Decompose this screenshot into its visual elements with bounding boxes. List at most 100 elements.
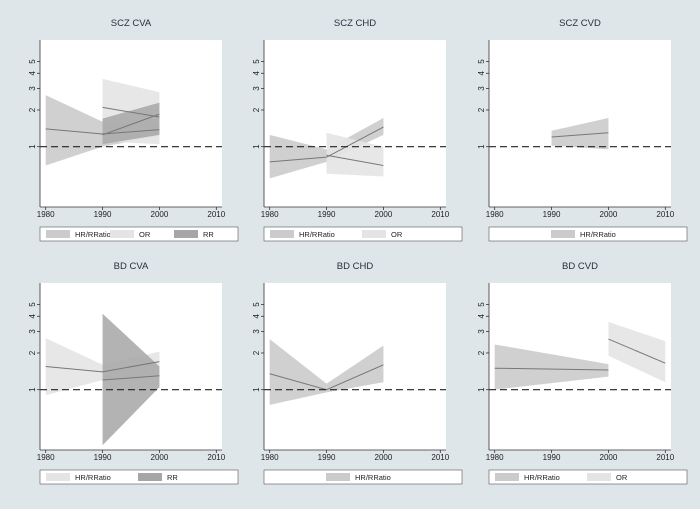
- panel-bd-cva: BD CVA 1 2 3 4 5 1980 1990 2000 2010 HR/RRatio RR: [28, 261, 239, 485]
- legend-swatch: [587, 473, 611, 481]
- panel-title: SCZ CHD: [334, 18, 376, 29]
- panel-title: BD CHD: [337, 261, 374, 272]
- x-tick-label: 2000: [600, 210, 618, 219]
- estimate-line-hrrratio: [551, 132, 609, 138]
- estimate-line-hrrratio: [269, 126, 384, 163]
- x-tick-label: 1980: [37, 210, 55, 219]
- legend-label: RR: [167, 473, 178, 482]
- y-tick-label: 5: [28, 59, 37, 64]
- ci-band-hrrratio: [269, 339, 384, 405]
- legend-label: OR: [616, 473, 628, 482]
- panel-bd-cvd: BD CVD 1 2 3 4 5 1980 1990 2000 2010 HR/RRatio OR: [477, 261, 688, 485]
- y-tick-label: 1: [28, 387, 37, 392]
- estimate-line-hrrratio: [45, 128, 160, 135]
- x-tick-label: 2000: [151, 210, 169, 219]
- legend-swatch: [362, 230, 386, 238]
- x-tick-label: 1990: [318, 210, 336, 219]
- y-tick-label: 1: [477, 387, 486, 392]
- y-tick-label: 4: [252, 314, 261, 319]
- legend-label: OR: [139, 230, 151, 239]
- y-tick-label: 3: [252, 86, 261, 91]
- x-tick-label: 2000: [375, 210, 393, 219]
- x-tick-label: 2000: [600, 453, 618, 462]
- legend-label: HR/RRatio: [299, 230, 335, 239]
- panel-title: BD CVA: [114, 261, 149, 272]
- panel-bd-chd: BD CHD 1 2 3 4 5 1980 1990 2000 2010 HR/RRatio: [252, 261, 463, 485]
- ci-band-or: [326, 132, 384, 177]
- legend: HR/RRatio OR: [263, 226, 463, 242]
- y-tick-label: 5: [252, 59, 261, 64]
- legend: HR/RRatio: [263, 469, 463, 485]
- y-tick-label: 3: [477, 86, 486, 91]
- y-tick-label: 2: [28, 107, 37, 112]
- y-tick-label: 3: [28, 86, 37, 91]
- x-tick-label: 1980: [37, 453, 55, 462]
- ci-band-hrrratio: [551, 117, 609, 150]
- estimate-line-rr: [102, 375, 160, 381]
- legend-label: HR/RRatio: [580, 230, 616, 239]
- x-tick-label: 2010: [431, 210, 449, 219]
- legend-swatch: [495, 473, 519, 481]
- legend-label: HR/RRatio: [75, 230, 111, 239]
- x-tick-label: 2010: [207, 453, 225, 462]
- legend-box: [488, 226, 688, 242]
- legend: HR/RRatio: [488, 226, 688, 242]
- legend-label: RR: [203, 230, 214, 239]
- y-tick-label: 2: [252, 350, 261, 355]
- x-tick-label: 1990: [94, 453, 112, 462]
- legend-swatch: [46, 230, 70, 238]
- y-tick-label: 5: [477, 302, 486, 307]
- y-tick-label: 4: [477, 71, 486, 76]
- x-tick-label: 1990: [543, 210, 561, 219]
- legend-box: [263, 469, 463, 485]
- y-tick-label: 3: [477, 329, 486, 334]
- estimate-line-or: [608, 338, 666, 364]
- panel-scz-cvd: SCZ CVD 1 2 3 4 5 1980 1990 2000 2010 HR/RRatio: [477, 18, 688, 242]
- y-tick-label: 3: [28, 329, 37, 334]
- legend-swatch: [326, 473, 350, 481]
- x-tick-label: 2010: [656, 453, 674, 462]
- estimate-line-rr: [102, 113, 160, 136]
- legend-label: HR/RRatio: [355, 473, 391, 482]
- y-tick-label: 4: [252, 71, 261, 76]
- x-tick-label: 1990: [543, 453, 561, 462]
- legend-swatch: [551, 230, 575, 238]
- x-tick-label: 1980: [486, 210, 504, 219]
- estimate-line-hrrratio: [45, 361, 160, 373]
- y-tick-label: 2: [28, 350, 37, 355]
- x-tick-label: 1990: [318, 453, 336, 462]
- legend: HR/RRatio OR: [488, 469, 688, 485]
- legend-label: OR: [391, 230, 403, 239]
- ci-band-hrrratio: [494, 344, 609, 390]
- y-tick-label: 5: [252, 302, 261, 307]
- legend-swatch: [110, 230, 134, 238]
- estimate-line-or: [102, 106, 160, 118]
- y-tick-label: 1: [252, 387, 261, 392]
- y-tick-label: 5: [28, 302, 37, 307]
- x-tick-label: 2010: [431, 453, 449, 462]
- legend: HR/RRatio RR: [39, 469, 239, 485]
- legend-swatch: [270, 230, 294, 238]
- x-tick-label: 1980: [486, 453, 504, 462]
- estimate-line-hrrratio: [269, 364, 384, 391]
- legend-swatch: [138, 473, 162, 481]
- panel-scz-chd: SCZ CHD 1 2 3 4 5 1980 1990 2000 2010 HR/RRatio OR: [252, 18, 463, 242]
- y-tick-label: 4: [28, 71, 37, 76]
- legend: HR/RRatio OR RR: [39, 226, 239, 242]
- legend-swatch: [174, 230, 198, 238]
- ci-band-rr: [102, 102, 160, 145]
- y-tick-label: 1: [28, 144, 37, 149]
- x-tick-label: 2010: [656, 210, 674, 219]
- y-tick-label: 1: [252, 144, 261, 149]
- plot-area: [489, 40, 671, 207]
- y-tick-label: 5: [477, 59, 486, 64]
- panel-title: BD CVD: [562, 261, 598, 272]
- y-tick-label: 4: [28, 314, 37, 319]
- x-tick-label: 1980: [261, 453, 279, 462]
- y-tick-label: 3: [252, 329, 261, 334]
- panel-title: SCZ CVD: [559, 18, 601, 29]
- x-tick-label: 1990: [94, 210, 112, 219]
- y-tick-label: 4: [477, 314, 486, 319]
- y-tick-label: 2: [252, 107, 261, 112]
